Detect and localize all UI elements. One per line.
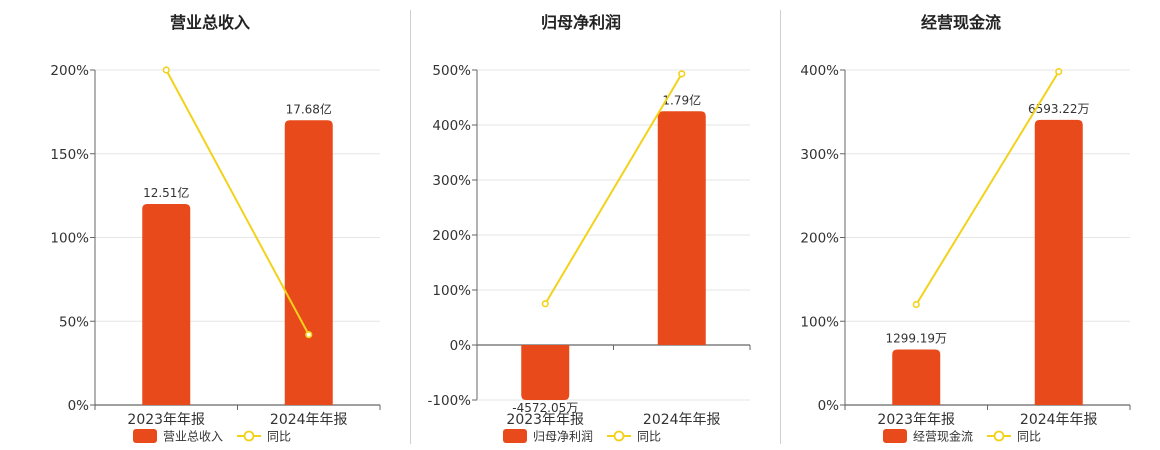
bar-data-label: 1.79亿: [662, 92, 701, 107]
y-tick-label: 100%: [432, 283, 471, 299]
yoy-point: [305, 331, 313, 339]
bar: [892, 349, 941, 405]
chart-cash-flow-svg: 经营现金流 400% 300% 200% 100% 0% 2023年年报 2024年年报 129…: [800, 13, 1131, 444]
yoy-point: [541, 300, 549, 308]
legend-line-marker: [243, 430, 255, 442]
x-category-label: 2023年年报: [127, 412, 205, 428]
bar: [142, 204, 191, 405]
yoy-line: [544, 73, 683, 305]
y-tick-label: 0%: [818, 398, 840, 414]
divider-1: [410, 10, 411, 444]
y-tick-label: 300%: [432, 173, 471, 189]
y-tick-label: 0%: [68, 398, 90, 414]
chart-cash-flow: 经营现金流 400% 300% 200% 100% 0% 2023年年报 2024年年报 129…: [781, 0, 1160, 450]
y-tick-label: 100%: [50, 231, 89, 247]
y-tick-label: 200%: [50, 63, 89, 79]
legend-line-marker: [993, 430, 1005, 442]
legend-line-label: 同比: [1017, 430, 1041, 444]
chart-title: 归母净利润: [541, 13, 621, 32]
x-category-label: 2023年年报: [506, 412, 584, 428]
chart-title: 营业总收入: [170, 13, 250, 32]
chart-title: 经营现金流: [921, 13, 1001, 32]
bar-data-label: 1299.19万: [885, 331, 947, 345]
bar: [657, 111, 706, 345]
chart-net-profit-svg: 归母净利润 500% 400% 300% 200% 100% 0% -100% 2023年年报 2…: [428, 13, 751, 444]
bar-data-label: -4572.05万: [512, 401, 578, 415]
chart-revenue-svg: 营业总收入 200% 150% 100% 50% 0% 2023年年报 2024年年报 12.5…: [50, 13, 381, 444]
yoy-line: [165, 69, 310, 336]
bar: [284, 120, 333, 405]
legend-bar-label: 归母净利润: [533, 430, 593, 444]
yoy-point: [912, 300, 920, 309]
yoy-point: [1055, 68, 1063, 76]
chart-net-profit: 归母净利润 500% 400% 300% 200% 100% 0% -100% 2023年年报 2…: [411, 0, 780, 450]
bar: [1034, 119, 1083, 405]
y-tick-label: 100%: [800, 314, 839, 330]
legend-bar-swatch: [503, 429, 527, 443]
y-tick-label: 200%: [432, 228, 471, 244]
legend: 经营现金流 同比: [883, 429, 1041, 444]
legend-bar-label: 经营现金流: [913, 429, 973, 444]
legend-bar-swatch: [133, 429, 157, 443]
yoy-point: [162, 66, 170, 74]
legend-line-marker: [613, 430, 625, 442]
yoy-point: [678, 70, 686, 78]
y-tick-label: 400%: [432, 118, 471, 134]
x-category-label: 2023年年报: [877, 412, 955, 428]
legend-line-label: 同比: [267, 430, 291, 444]
legend: 归母净利润 同比: [503, 429, 661, 444]
x-category-label: 2024年年报: [1020, 412, 1098, 428]
legend: 营业总收入 同比: [133, 429, 291, 444]
legend-line-label: 同比: [637, 430, 661, 444]
chart-revenue: 营业总收入 200% 150% 100% 50% 0% 2023年年报 2024年年报 12.5…: [0, 0, 410, 450]
bar-data-label: 17.68亿: [286, 101, 332, 116]
legend-bar-swatch: [883, 429, 907, 443]
y-tick-label: -100%: [428, 393, 472, 409]
y-tick-label: 500%: [432, 63, 471, 79]
x-category-label: 2024年年报: [270, 412, 348, 428]
y-tick-label: 50%: [59, 314, 89, 330]
y-tick-label: 400%: [800, 63, 839, 79]
bar: [521, 345, 570, 400]
bar-data-label: 6593.22万: [1028, 102, 1090, 116]
divider-2: [780, 10, 781, 444]
legend-bar-label: 营业总收入: [163, 430, 223, 444]
y-tick-label: 150%: [50, 147, 89, 163]
y-tick-label: 300%: [800, 147, 839, 163]
bar-data-label: 12.51亿: [143, 185, 189, 200]
y-tick-label: 200%: [800, 231, 839, 247]
x-category-label: 2024年年报: [643, 412, 721, 428]
yoy-line: [915, 71, 1060, 306]
y-tick-label: 0%: [450, 338, 472, 354]
